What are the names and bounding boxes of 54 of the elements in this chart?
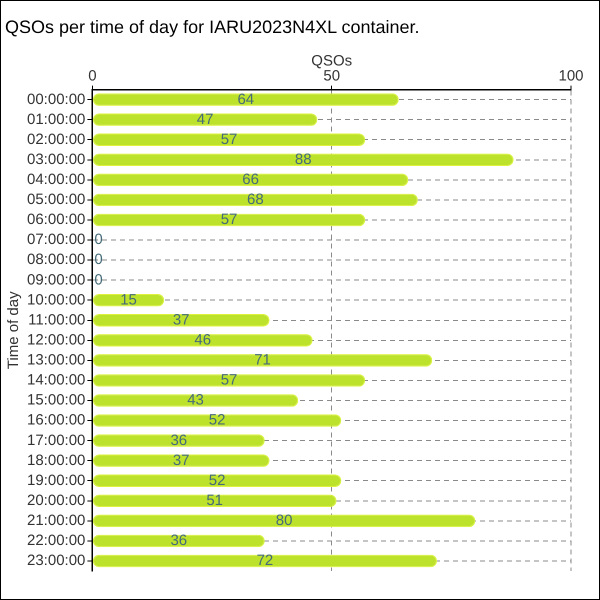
data-label: 51 [206,492,224,509]
y-tick-label: 12:00:00 [27,331,86,348]
y-tick-label: 14:00:00 [27,372,86,389]
y-tick-label: 19:00:00 [27,472,86,489]
data-label: 88 [294,150,312,168]
chart-title: QSOs per time of day for IARU2023N4XL container. [5,16,420,37]
y-tick-label: 13:00:00 [27,352,86,369]
data-label: 0 [94,271,103,288]
data-label: 46 [194,331,212,348]
y-tick-label: 22:00:00 [27,532,86,550]
data-label: 72 [256,552,274,570]
data-label: 15 [120,291,137,308]
data-label: 57 [220,372,238,389]
data-label: 57 [220,211,238,228]
data-label: 36 [170,432,188,449]
y-tick-label: 15:00:00 [27,392,86,409]
y-tick-label: 07:00:00 [27,231,86,248]
data-label: 37 [172,452,190,469]
data-label: 66 [242,171,259,188]
y-tick-label: 11:00:00 [28,311,86,328]
data-label: 64 [237,90,254,108]
x-tick-label: 100 [558,68,584,85]
y-tick-label: 17:00:00 [27,432,86,449]
data-label: 47 [196,110,214,128]
y-tick-label: 00:00:00 [27,90,86,108]
data-label: 36 [170,532,188,550]
y-tick-label: 10:00:00 [27,291,86,308]
y-tick-label: 09:00:00 [27,271,86,288]
y-tick-label: 03:00:00 [27,150,86,168]
y-tick-label: 05:00:00 [27,191,86,208]
data-label: 52 [208,472,226,489]
data-label: 0 [94,231,103,248]
data-label: 80 [276,512,292,529]
y-axis-title: Time of day [5,290,22,370]
y-tick-label: 18:00:00 [27,452,86,469]
y-tick-label: 01:00:00 [27,110,86,128]
x-axis-title: QSOs [311,52,352,70]
y-tick-label: 02:00:00 [27,130,86,148]
data-label: 68 [247,191,264,208]
y-tick-label: 08:00:00 [27,251,86,268]
data-label: 57 [220,130,238,148]
y-tick-label: 06:00:00 [27,211,86,228]
y-tick-label: 16:00:00 [27,412,86,429]
x-tick-label: 50 [323,68,340,85]
data-label: 0 [94,251,103,268]
y-tick-label: 21:00:00 [27,512,86,529]
data-label: 52 [208,412,226,429]
data-label: 71 [254,352,271,369]
y-tick-label: 20:00:00 [27,492,86,509]
y-tick-label: 04:00:00 [27,171,86,188]
x-tick-label: 0 [88,68,97,85]
data-label: 37 [172,311,190,328]
data-label: 43 [187,392,204,409]
y-tick-label: 23:00:00 [27,552,86,570]
